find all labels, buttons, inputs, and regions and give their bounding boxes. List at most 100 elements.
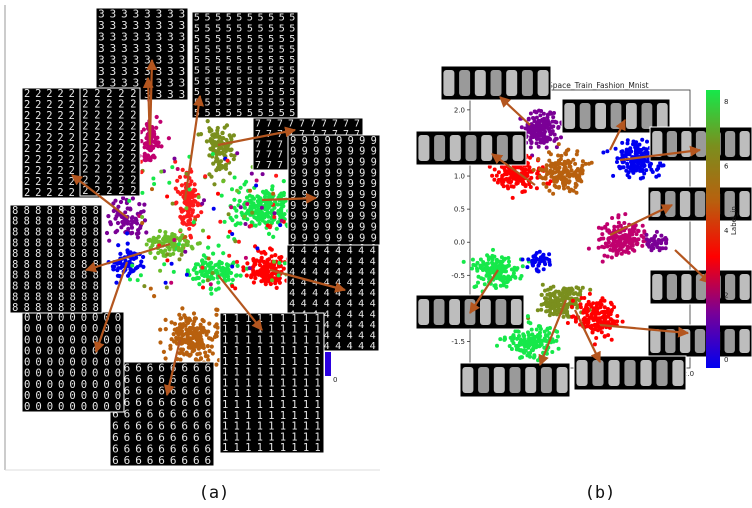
scatter-point [556,301,561,306]
colorbar-tick-label: 8 [724,98,728,106]
digit-glyph: 4 [289,278,295,289]
scatter-point [248,204,253,209]
digit-glyph: 0 [115,357,121,369]
fashion-thumbnail-strip [440,65,552,101]
scatter-point [559,153,564,158]
digit-glyph: 2 [130,120,136,132]
scatter-point [534,343,538,348]
scatter-point [209,344,214,349]
scatter-point [251,258,256,263]
scatter-point [574,173,579,178]
scatter-point [195,213,201,218]
digit-glyph: 6 [147,431,154,444]
scatter-point [636,150,640,155]
digit-glyph: 6 [205,362,212,375]
digit-glyph: 6 [124,442,131,455]
scatter-point [529,141,534,145]
digit-glyph: 5 [236,55,242,66]
digit-glyph: 9 [325,178,331,190]
scatter-point [534,327,539,332]
scatter-point [630,232,635,237]
digit-glyph: 4 [324,309,330,320]
digit-glyph: 6 [158,419,165,432]
scatter-point [589,326,594,331]
digit-glyph: 5 [194,23,200,34]
scatter-point [186,221,191,226]
digit-glyph: 1 [315,335,321,346]
digit-glyph: 3 [179,76,186,89]
digit-glyph: 9 [325,157,331,169]
scatter-point [528,185,533,189]
scatter-point [615,156,620,161]
scatter-point [554,161,559,166]
digit-glyph: 6 [124,396,131,409]
scatter-point [153,255,158,260]
scatter-point [107,238,112,243]
digit-glyph: 2 [69,121,75,133]
scatter-point [211,251,216,256]
fashion-thumbnail-strip [647,324,752,358]
scatter-point [586,246,591,251]
scatter-point [567,292,572,296]
scatter-point [636,237,641,242]
fashion-item [739,329,750,353]
scatter-point [505,184,510,189]
digit-glyph: 5 [268,13,274,24]
scatter-point [173,339,178,344]
digit-glyph: 8 [93,237,99,249]
digit-glyph: 9 [359,222,365,234]
digit-glyph: 4 [370,256,376,267]
scatter-point [197,351,202,356]
digit-glyph: 3 [133,53,140,66]
scatter-point [275,220,281,225]
scatter-point [217,265,222,270]
digit-glyph: 0 [115,334,121,346]
scatter-point [571,188,576,193]
scatter-point [209,147,214,152]
digit-glyph: 0 [24,323,30,335]
digit-glyph: 1 [291,314,297,325]
digit-glyph: 5 [279,66,285,77]
scatter-point [173,201,178,206]
digit-glyph: 6 [158,454,165,467]
digit-glyph: 2 [35,88,41,100]
scatter-point [552,170,557,175]
digit-glyph: 5 [279,98,285,109]
fashion-item [624,360,636,386]
scatter-point [190,335,195,341]
digit-glyph: 2 [69,99,75,111]
scatter-point [227,253,232,258]
digit-glyph: 9 [302,135,308,147]
digit-glyph: 1 [280,357,286,368]
scatter-point [142,145,147,150]
digit-glyph: 0 [47,368,53,380]
scatter-point [564,148,569,153]
digit-glyph: 6 [158,362,165,375]
scatter-point [241,265,246,270]
scatter-point [171,251,176,256]
digit-glyph: 1 [222,400,228,411]
digit-glyph: 6 [158,408,165,421]
digit-glyph: 7 [277,119,283,130]
scatter-point [555,334,560,339]
scatter-point [640,243,645,248]
scatter-point [630,160,635,165]
fashion-thumbnail-strip [573,355,687,391]
fashion-item [608,360,620,386]
scatter-point [551,284,556,289]
scatter-point [562,166,567,171]
digit-glyph: 8 [12,248,18,260]
digit-glyph: 0 [47,401,53,413]
digit-glyph: 5 [205,55,211,66]
fashion-item [433,299,445,325]
digit-glyph: 2 [94,99,100,111]
scatter-point [277,261,282,265]
fashion-item [665,329,676,353]
digit-glyph: 1 [222,389,228,400]
digit-glyph: 3 [167,76,174,89]
digit-glyph: 5 [279,76,285,87]
scatter-point [516,329,521,334]
scatter-point [189,235,193,240]
digit-glyph: 6 [170,419,177,432]
